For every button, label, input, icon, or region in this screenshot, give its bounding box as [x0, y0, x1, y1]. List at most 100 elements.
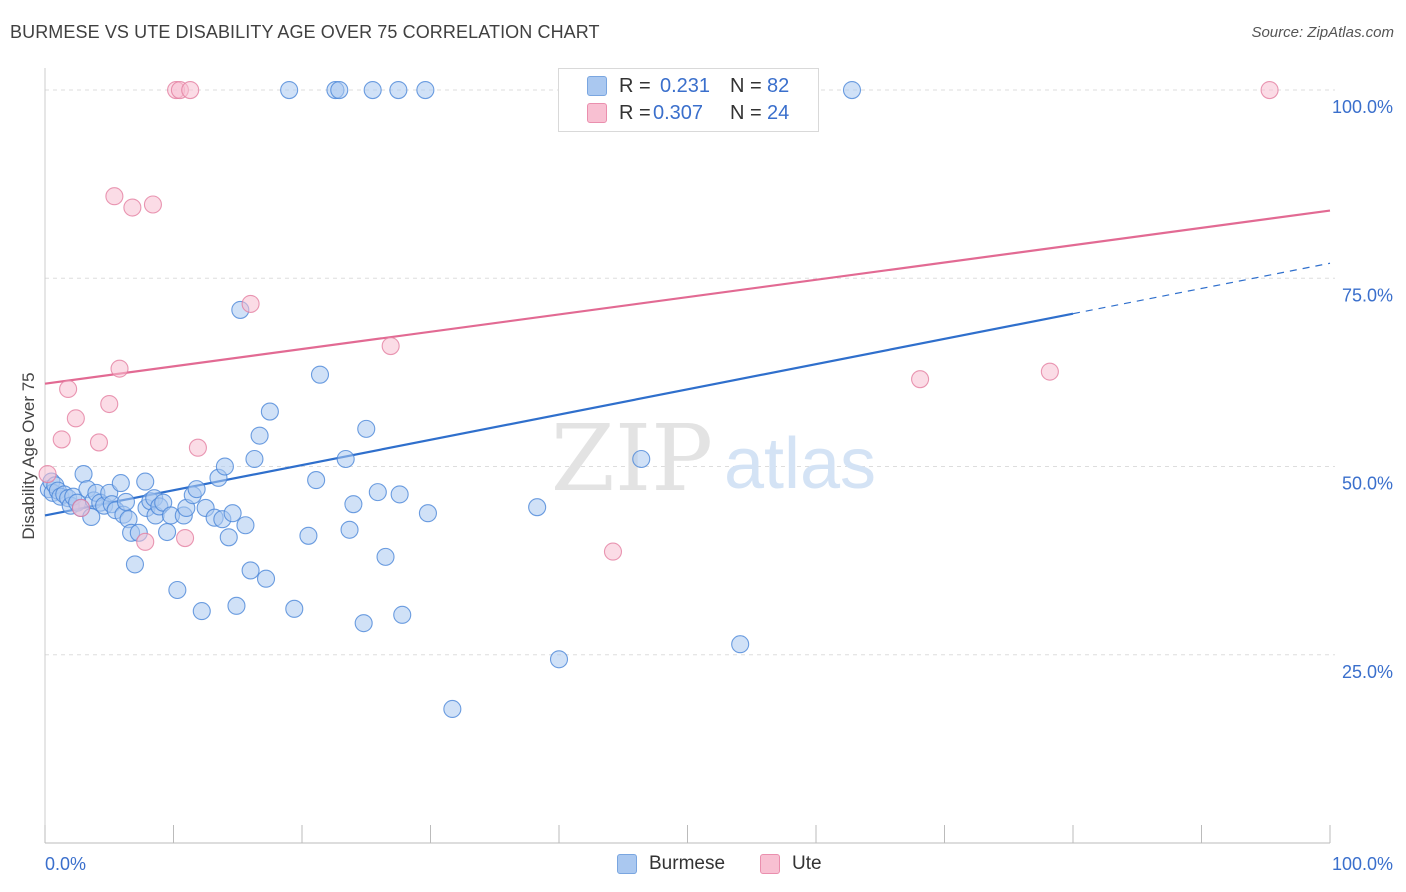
- burmese-point: [136, 472, 155, 491]
- ute-point: [1260, 81, 1279, 100]
- ute-point: [181, 81, 200, 100]
- ute-legend-swatch: [760, 854, 780, 874]
- axis-labels: Disability Age Over 75 25.0% 50.0% 75.0% 10…: [19, 97, 1393, 874]
- y-tick-label: 100.0%: [1332, 97, 1393, 117]
- burmese-point: [299, 526, 318, 545]
- y-tick-label: 50.0%: [1342, 474, 1393, 494]
- n-label: N =: [730, 101, 762, 124]
- ute-point: [100, 394, 119, 414]
- ute-point: [110, 359, 129, 378]
- ute-point: [176, 529, 195, 548]
- burmese-point: [116, 492, 136, 511]
- x-tick-label-end: 100.0%: [1332, 854, 1393, 874]
- legend-item-burmese[interactable]: Burmese: [617, 851, 725, 877]
- grid-lines: [45, 89, 1335, 656]
- burmese-point: [344, 495, 363, 514]
- burmese-point: [363, 81, 382, 100]
- ute-point: [123, 198, 142, 217]
- burmese-point: [354, 614, 373, 633]
- burmese-point: [418, 504, 437, 523]
- burmese-point: [256, 569, 276, 588]
- burmese-point: [241, 561, 260, 580]
- burmese-point: [74, 465, 93, 484]
- ute-trend-line: [44, 209, 1331, 385]
- ute-point: [38, 465, 57, 484]
- burmese-point: [158, 522, 177, 542]
- burmese-point: [280, 81, 299, 100]
- n-value: 82: [767, 74, 790, 97]
- ute-point: [381, 337, 400, 356]
- burmese-point: [340, 520, 359, 539]
- ute-point: [188, 438, 207, 457]
- burmese-point: [731, 635, 750, 654]
- burmese-point: [330, 81, 349, 100]
- ute-point: [66, 409, 85, 428]
- ute-point: [59, 379, 78, 399]
- stats-box: R = 0.231 N = 82 R = 0.307 N = 24: [558, 68, 819, 132]
- burmese-point: [223, 504, 242, 523]
- legend-label-ute: Ute: [792, 853, 822, 874]
- burmese-point: [260, 402, 279, 421]
- y-tick-label: 75.0%: [1342, 285, 1393, 305]
- burmese-point: [416, 81, 435, 100]
- burmese-point: [111, 474, 130, 493]
- ute-point: [52, 430, 71, 449]
- burmese-point: [336, 449, 355, 469]
- ute-point: [603, 542, 623, 561]
- burmese-point: [368, 483, 387, 502]
- legend-label-burmese: Burmese: [649, 853, 726, 874]
- x-tick-label-start: 0.0%: [45, 854, 86, 874]
- burmese-point: [632, 449, 651, 469]
- ute-point: [71, 498, 91, 517]
- n-label: N =: [730, 74, 762, 97]
- ute-point: [136, 532, 155, 551]
- ute-point: [241, 294, 260, 313]
- burmese-point: [528, 498, 547, 517]
- burmese-point: [393, 605, 412, 624]
- ute-point: [143, 195, 162, 214]
- burmese-point: [215, 457, 234, 476]
- source-label: Source: ZipAtlas.com: [1251, 24, 1394, 41]
- burmese-point: [219, 528, 238, 547]
- ute-point: [105, 187, 124, 206]
- burmese-point: [842, 81, 862, 100]
- burmese-point: [285, 599, 304, 618]
- data-points: [38, 81, 1279, 719]
- burmese-swatch: [587, 76, 607, 96]
- watermark-atlas: atlas: [724, 424, 876, 504]
- n-value: 24: [767, 101, 790, 124]
- burmese-point: [357, 419, 376, 438]
- burmese-point: [236, 516, 255, 535]
- y-tick-label: 25.0%: [1342, 662, 1393, 682]
- r-value: 0.231: [660, 74, 711, 97]
- watermark-zip: ZIP: [551, 405, 713, 512]
- r-label: R =: [619, 74, 651, 97]
- burmese-point: [390, 485, 409, 504]
- ute-point: [89, 433, 109, 452]
- burmese-legend-swatch: [617, 854, 637, 874]
- burmese-point: [245, 449, 264, 469]
- ute-swatch: [587, 103, 607, 123]
- burmese-point: [376, 547, 395, 566]
- y-axis-label: Disability Age Over 75: [19, 372, 38, 539]
- burmese-point: [307, 471, 326, 490]
- burmese-point: [227, 596, 246, 615]
- burmese-point: [389, 81, 408, 100]
- burmese-point: [168, 580, 187, 600]
- burmese-point: [250, 426, 269, 445]
- burmese-point: [549, 650, 569, 669]
- legend-item-ute[interactable]: Ute: [760, 851, 822, 877]
- burmese-trend-extension: [1072, 262, 1331, 315]
- chart-title: BURMESE VS UTE DISABILITY AGE OVER 75 CO…: [10, 22, 600, 42]
- r-label: R =: [619, 101, 651, 124]
- ute-point: [911, 370, 930, 389]
- ute-point: [1040, 362, 1059, 381]
- burmese-point: [187, 480, 206, 499]
- r-value: 0.307: [653, 101, 704, 124]
- burmese-point: [125, 555, 144, 574]
- axes: [44, 68, 1331, 844]
- burmese-point: [443, 699, 462, 719]
- burmese-point: [192, 602, 211, 621]
- watermark: ZIP atlas: [551, 405, 876, 512]
